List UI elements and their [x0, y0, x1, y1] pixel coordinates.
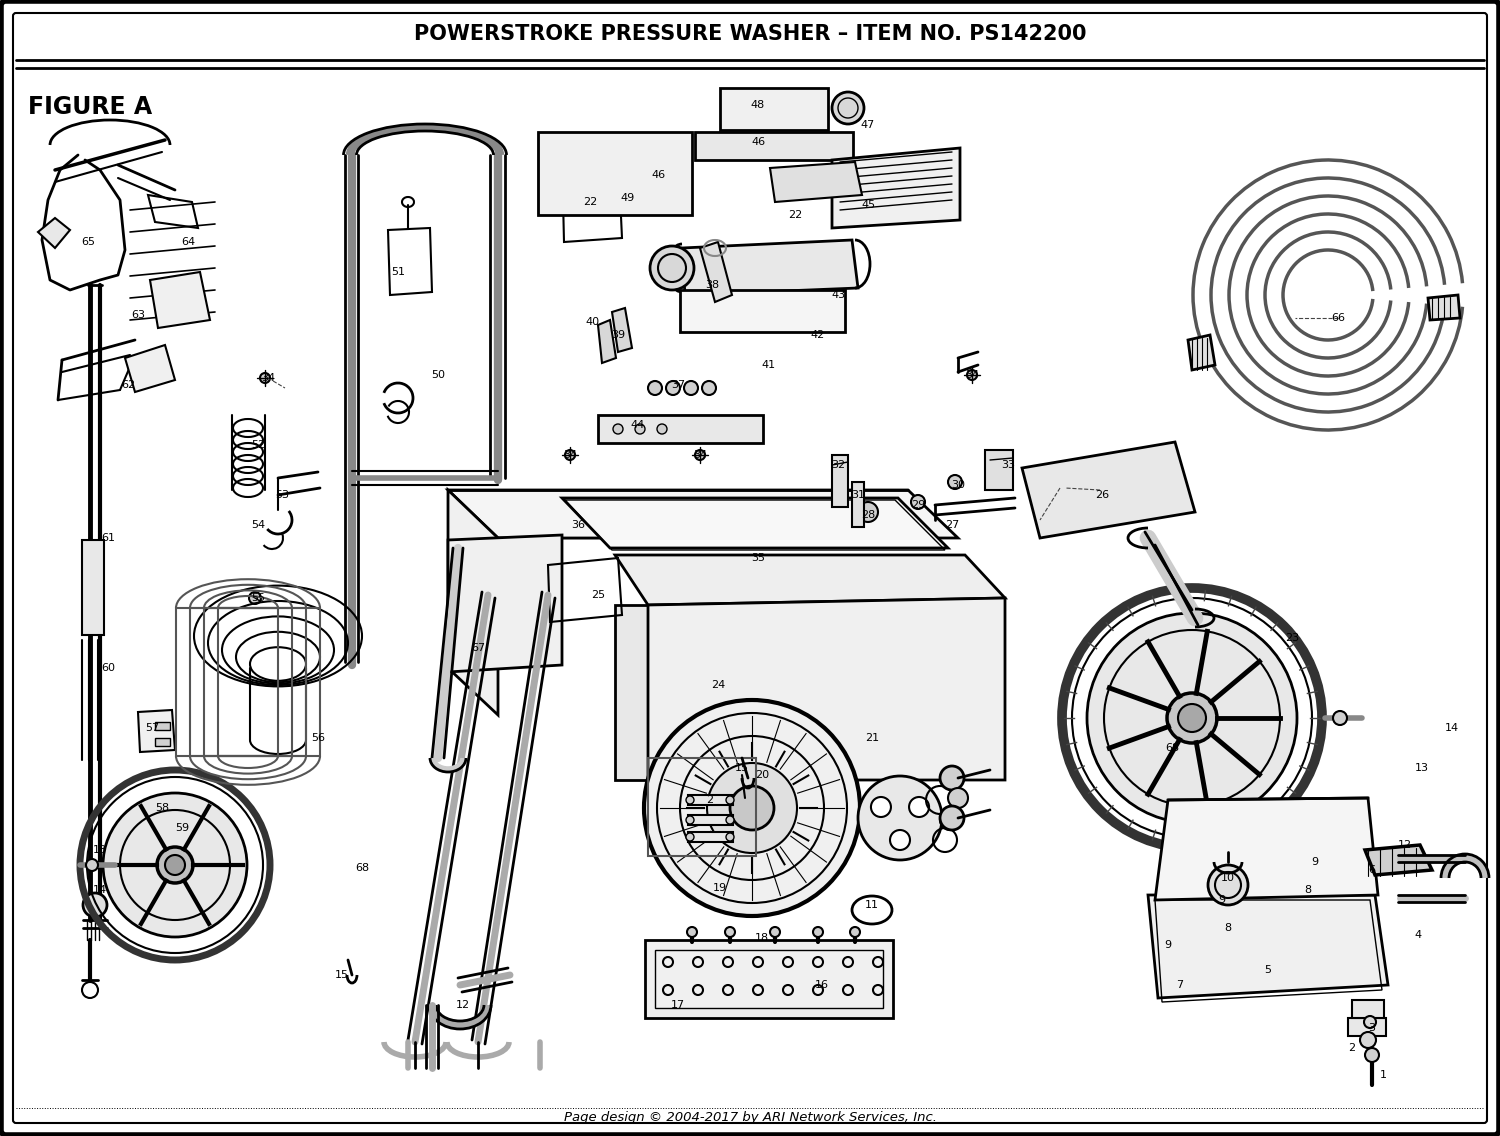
Polygon shape: [1365, 845, 1432, 875]
Text: 9: 9: [1164, 939, 1172, 950]
Bar: [648, 758, 756, 857]
Text: 68: 68: [1166, 743, 1179, 753]
Circle shape: [1365, 1049, 1378, 1062]
Text: 22: 22: [584, 197, 597, 207]
Circle shape: [833, 92, 864, 124]
Text: 42: 42: [812, 329, 825, 340]
Text: 23: 23: [1286, 633, 1299, 643]
Bar: [82, 540, 104, 635]
Circle shape: [614, 424, 622, 434]
Circle shape: [730, 786, 774, 830]
Bar: [688, 815, 734, 825]
Polygon shape: [124, 345, 176, 392]
Text: 64: 64: [182, 237, 195, 247]
Polygon shape: [598, 320, 616, 364]
Text: 44: 44: [632, 420, 645, 431]
Bar: [598, 415, 764, 443]
Bar: [176, 608, 320, 755]
Polygon shape: [448, 490, 498, 715]
Circle shape: [909, 797, 928, 817]
Text: 59: 59: [176, 822, 189, 833]
Text: 27: 27: [945, 520, 958, 531]
Circle shape: [726, 796, 734, 804]
Bar: [986, 450, 1012, 490]
Circle shape: [890, 830, 910, 850]
Bar: [680, 290, 844, 332]
Circle shape: [566, 450, 574, 460]
Text: 21: 21: [865, 733, 879, 743]
Text: 66: 66: [1330, 314, 1346, 323]
Text: 47: 47: [861, 120, 874, 130]
Text: 22: 22: [788, 210, 802, 220]
Text: 46: 46: [752, 137, 765, 147]
Text: 67: 67: [471, 643, 484, 653]
Bar: [688, 795, 734, 805]
Bar: [645, 939, 892, 1018]
Circle shape: [940, 807, 964, 830]
Text: 50: 50: [430, 370, 445, 381]
Circle shape: [650, 247, 694, 290]
Text: 8: 8: [1224, 922, 1232, 933]
Text: 28: 28: [861, 510, 874, 520]
Text: 20: 20: [754, 770, 770, 780]
Text: 10: 10: [1221, 872, 1234, 883]
Text: 56: 56: [310, 733, 326, 743]
Text: 57: 57: [146, 722, 159, 733]
Text: 16: 16: [815, 980, 830, 989]
Circle shape: [104, 793, 248, 937]
Polygon shape: [562, 498, 948, 548]
Polygon shape: [1428, 295, 1460, 320]
Polygon shape: [1148, 895, 1388, 999]
Bar: [720, 87, 828, 130]
Bar: [694, 132, 853, 160]
Text: 17: 17: [670, 1000, 686, 1010]
Text: 35: 35: [752, 553, 765, 563]
Text: 49: 49: [621, 193, 634, 203]
Text: 58: 58: [154, 803, 170, 813]
Text: 12: 12: [456, 1000, 470, 1010]
Text: 48: 48: [752, 100, 765, 110]
Bar: [1348, 1018, 1386, 1036]
Bar: [152, 797, 180, 822]
Text: 60: 60: [100, 663, 116, 673]
Text: 34: 34: [964, 370, 980, 381]
Circle shape: [694, 450, 705, 460]
Polygon shape: [150, 272, 210, 328]
Polygon shape: [833, 148, 960, 228]
Polygon shape: [38, 218, 70, 248]
Text: 54: 54: [251, 520, 266, 531]
Circle shape: [724, 927, 735, 937]
Text: 9: 9: [1311, 857, 1318, 867]
Text: 18: 18: [754, 933, 770, 943]
Circle shape: [1364, 1016, 1376, 1028]
Text: 33: 33: [1000, 460, 1016, 470]
Bar: [833, 456, 848, 507]
Circle shape: [1167, 693, 1216, 743]
Text: 26: 26: [1095, 490, 1108, 500]
Text: FIGURE A: FIGURE A: [28, 95, 152, 119]
Text: 38: 38: [705, 279, 718, 290]
Text: 45: 45: [861, 200, 874, 210]
Circle shape: [1334, 711, 1347, 725]
Text: 37: 37: [670, 381, 686, 390]
Circle shape: [726, 833, 734, 841]
Polygon shape: [172, 818, 232, 862]
Circle shape: [686, 816, 694, 824]
Bar: [154, 738, 170, 746]
Circle shape: [813, 927, 824, 937]
Text: 5: 5: [1264, 964, 1272, 975]
Text: 34: 34: [261, 373, 274, 383]
Text: 19: 19: [712, 883, 728, 893]
Text: 24: 24: [711, 680, 724, 690]
Text: 2: 2: [1348, 1043, 1356, 1053]
Text: 4: 4: [1414, 930, 1422, 939]
Polygon shape: [538, 132, 692, 215]
Bar: [217, 608, 278, 755]
Circle shape: [260, 373, 270, 383]
Circle shape: [702, 381, 715, 395]
Text: 14: 14: [93, 885, 106, 895]
Circle shape: [858, 776, 942, 860]
Text: 8: 8: [1305, 885, 1311, 895]
Circle shape: [706, 763, 797, 853]
